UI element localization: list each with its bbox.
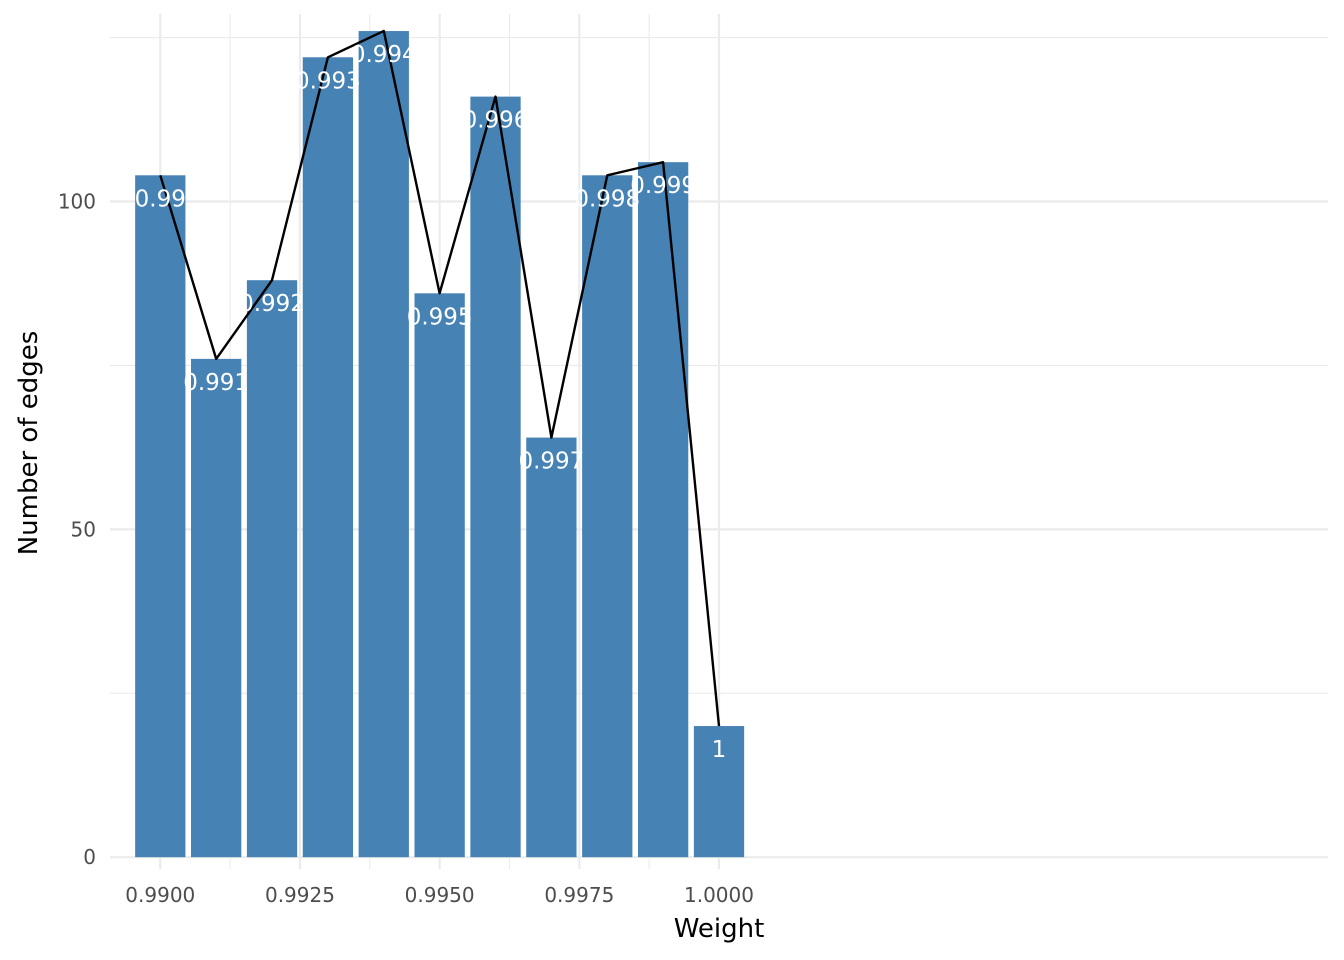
x-tick-label: 1.0000 xyxy=(684,883,754,907)
y-tick-label: 100 xyxy=(58,190,96,214)
bar-value-label: 0.992 xyxy=(239,291,305,317)
y-tick-label: 50 xyxy=(71,517,96,541)
bar xyxy=(414,293,465,858)
bar xyxy=(582,175,633,858)
bar xyxy=(637,162,689,858)
bar-value-label: 0.996 xyxy=(463,108,529,134)
bar xyxy=(246,280,298,858)
bar-value-label: 0.997 xyxy=(518,449,584,475)
x-tick-label: 0.9925 xyxy=(265,883,335,907)
bar-value-label: 0.998 xyxy=(574,186,640,212)
x-axis-title: Weight xyxy=(674,914,765,944)
bar xyxy=(470,96,521,858)
bar-value-label: 0.995 xyxy=(407,304,473,330)
bar xyxy=(302,57,354,858)
bar-value-label: 1 xyxy=(712,737,727,763)
x-tick-label: 0.9950 xyxy=(405,883,475,907)
bars xyxy=(135,31,745,858)
y-tick-label: 0 xyxy=(83,845,96,869)
line-layer xyxy=(159,29,721,727)
bar xyxy=(358,31,409,858)
bar-value-label: 0.991 xyxy=(183,370,249,396)
bar xyxy=(191,358,242,858)
y-axis-title: Number of edges xyxy=(14,331,44,556)
x-tick-label: 0.9975 xyxy=(544,883,614,907)
bar xyxy=(135,175,186,858)
x-axis-ticks: 0.9900 0.9925 0.9950 0.9975 1.0000 xyxy=(125,883,754,907)
y-axis-ticks: 0 50 100 xyxy=(58,190,96,870)
bar xyxy=(526,437,577,858)
bar-value-label: 0.993 xyxy=(295,68,361,94)
bar xyxy=(693,726,745,858)
x-tick-label: 0.9900 xyxy=(125,883,195,907)
series-line xyxy=(159,29,721,727)
bar-value-label: 0.999 xyxy=(630,173,696,199)
bar-value-label: 0.994 xyxy=(351,42,417,68)
bar-value-label: 0.99 xyxy=(135,186,186,212)
